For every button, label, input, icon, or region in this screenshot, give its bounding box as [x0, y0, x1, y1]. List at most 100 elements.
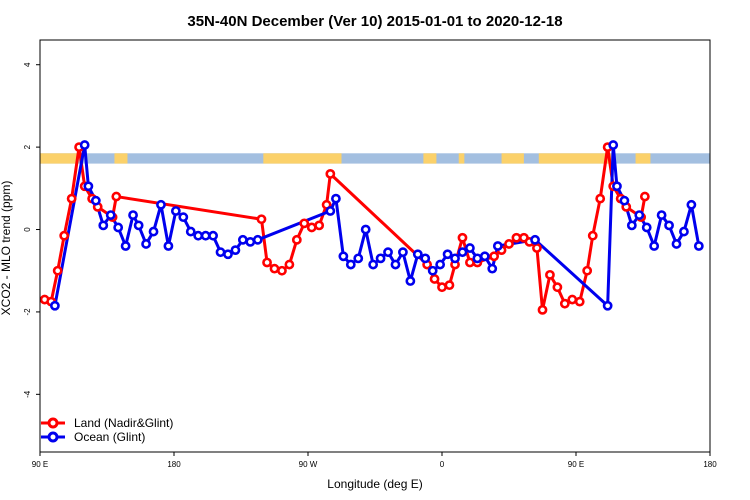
legend-label-land: Land (Nadir&Glint)	[74, 416, 173, 430]
data-point-land	[299, 218, 310, 229]
data-point-land	[277, 265, 287, 276]
data-point-land	[444, 280, 455, 291]
data-point-ocean	[634, 210, 645, 220]
land-band-segment	[635, 153, 651, 164]
data-point-land	[552, 282, 563, 293]
data-point-land	[545, 269, 555, 280]
data-point-ocean	[338, 251, 349, 262]
legend-marker-ocean	[47, 431, 59, 443]
data-point-ocean	[427, 265, 438, 276]
data-point-ocean	[128, 210, 138, 220]
data-point-land	[489, 251, 500, 262]
data-point-ocean	[375, 253, 386, 264]
data-point-land	[314, 220, 325, 231]
data-point-ocean	[141, 239, 151, 249]
data-point-ocean	[649, 241, 660, 251]
data-point-land	[59, 230, 70, 241]
x-tick-label: 90 E	[568, 460, 584, 469]
data-point-ocean	[626, 220, 637, 231]
data-point-ocean	[612, 181, 622, 192]
data-point-land	[567, 294, 578, 305]
land-band-segment	[263, 153, 342, 164]
data-point-ocean	[98, 220, 109, 231]
data-point-ocean	[442, 249, 453, 260]
land-band-segment	[501, 153, 524, 164]
data-point-land	[256, 214, 267, 225]
data-point-ocean	[664, 220, 674, 231]
y-tick-label: 2	[23, 144, 32, 149]
data-point-land	[511, 232, 522, 243]
data-point-land	[429, 274, 440, 284]
data-point-land	[532, 243, 542, 253]
legend-label-ocean: Ocean (Glint)	[74, 430, 145, 444]
y-tick-label: -4	[23, 390, 32, 398]
data-point-ocean	[398, 247, 408, 258]
data-point-land	[587, 230, 598, 241]
land-ocean-band	[40, 153, 710, 164]
data-point-ocean	[530, 234, 540, 245]
data-point-ocean	[487, 263, 498, 274]
data-point-ocean	[671, 239, 682, 249]
x-axis: 90 E 180 90 W 0 90 E 180	[32, 452, 717, 469]
data-point-ocean	[390, 259, 401, 270]
data-point-land	[52, 265, 63, 276]
series-layer	[39, 140, 704, 315]
data-point-ocean	[465, 243, 475, 253]
data-point-ocean	[602, 300, 613, 311]
data-point-ocean	[360, 224, 371, 235]
x-tick-label: 180	[167, 460, 181, 469]
data-point-ocean	[105, 210, 116, 220]
data-point-ocean	[148, 226, 159, 237]
data-point-land	[465, 257, 475, 268]
legend: Land (Nadir&Glint) Ocean (Glint)	[41, 416, 173, 444]
data-point-ocean	[412, 249, 423, 260]
data-point-ocean	[435, 259, 446, 270]
data-point-land	[574, 296, 585, 307]
data-point-ocean	[405, 276, 416, 286]
data-point-ocean	[472, 253, 483, 264]
data-point-ocean	[163, 241, 174, 251]
data-point-land	[284, 259, 295, 270]
data-point-ocean	[420, 253, 431, 264]
x-tick-label: 90 W	[299, 460, 318, 469]
data-point-ocean	[608, 140, 619, 150]
data-point-ocean	[492, 241, 503, 251]
data-point-land	[262, 257, 272, 268]
data-point-ocean	[120, 241, 131, 251]
data-point-ocean	[113, 222, 124, 233]
land-band-segment	[458, 153, 465, 164]
data-point-ocean	[457, 247, 468, 258]
data-point-ocean	[331, 193, 341, 204]
x-tick-label: 180	[703, 460, 717, 469]
land-band-segment	[40, 153, 78, 164]
data-point-ocean	[252, 234, 263, 245]
data-point-ocean	[450, 253, 460, 264]
y-tick-label: 0	[23, 227, 32, 232]
data-point-ocean	[90, 195, 101, 206]
plot-frame	[39, 39, 711, 453]
data-point-ocean	[693, 241, 704, 251]
data-point-ocean	[245, 236, 256, 247]
data-point-ocean	[368, 259, 379, 270]
data-point-land	[457, 232, 468, 243]
data-point-ocean	[170, 206, 181, 216]
data-point-land	[437, 282, 447, 293]
land-band-segment	[538, 153, 612, 164]
data-point-land	[559, 298, 570, 309]
data-point-ocean	[325, 206, 336, 216]
data-point-ocean	[619, 195, 630, 206]
data-point-land	[291, 234, 302, 245]
data-point-ocean	[353, 253, 364, 264]
data-point-ocean	[208, 230, 218, 241]
data-point-ocean	[178, 212, 189, 223]
y-axis-label: XCO2 - MLO trend (ppm)	[0, 181, 13, 316]
chart-title: 35N-40N December (Ver 10) 2015-01-01 to …	[187, 13, 562, 30]
data-point-land	[504, 239, 514, 249]
data-point-ocean	[679, 226, 689, 237]
data-point-land	[269, 263, 280, 274]
data-point-ocean	[133, 220, 144, 231]
data-point-ocean	[83, 181, 94, 192]
data-point-ocean	[215, 247, 226, 258]
data-point-ocean	[641, 222, 652, 233]
